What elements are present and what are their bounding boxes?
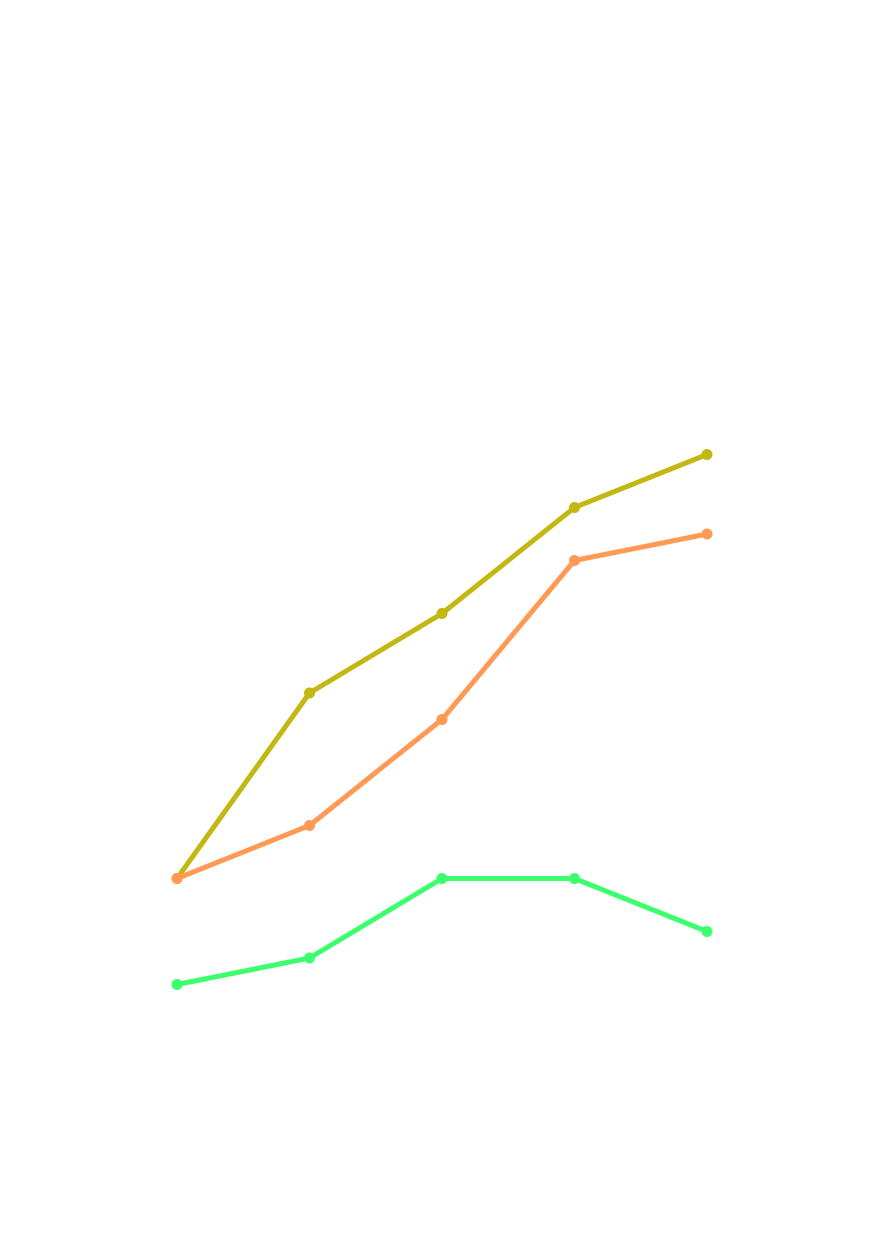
data-point-1-3 xyxy=(569,555,580,566)
series-2 xyxy=(171,873,713,990)
series-line-2 xyxy=(174,876,710,987)
data-point-0-2 xyxy=(436,608,448,619)
series-0 xyxy=(171,449,713,884)
data-point-2-0 xyxy=(171,979,183,990)
data-point-0-3 xyxy=(569,502,580,513)
series-1 xyxy=(171,528,713,884)
data-point-2-4 xyxy=(701,926,713,937)
data-point-1-2 xyxy=(436,714,448,725)
data-point-1-0 xyxy=(171,873,183,884)
data-point-2-1 xyxy=(304,952,315,964)
series-line-1 xyxy=(174,531,710,881)
series-line-0 xyxy=(174,452,710,881)
data-point-2-3 xyxy=(569,873,580,884)
data-point-1-4 xyxy=(701,528,713,540)
data-point-1-1 xyxy=(304,820,315,831)
series-layer xyxy=(171,449,713,990)
data-point-0-1 xyxy=(304,687,315,699)
data-point-0-4 xyxy=(701,449,713,460)
data-point-2-2 xyxy=(436,873,448,884)
